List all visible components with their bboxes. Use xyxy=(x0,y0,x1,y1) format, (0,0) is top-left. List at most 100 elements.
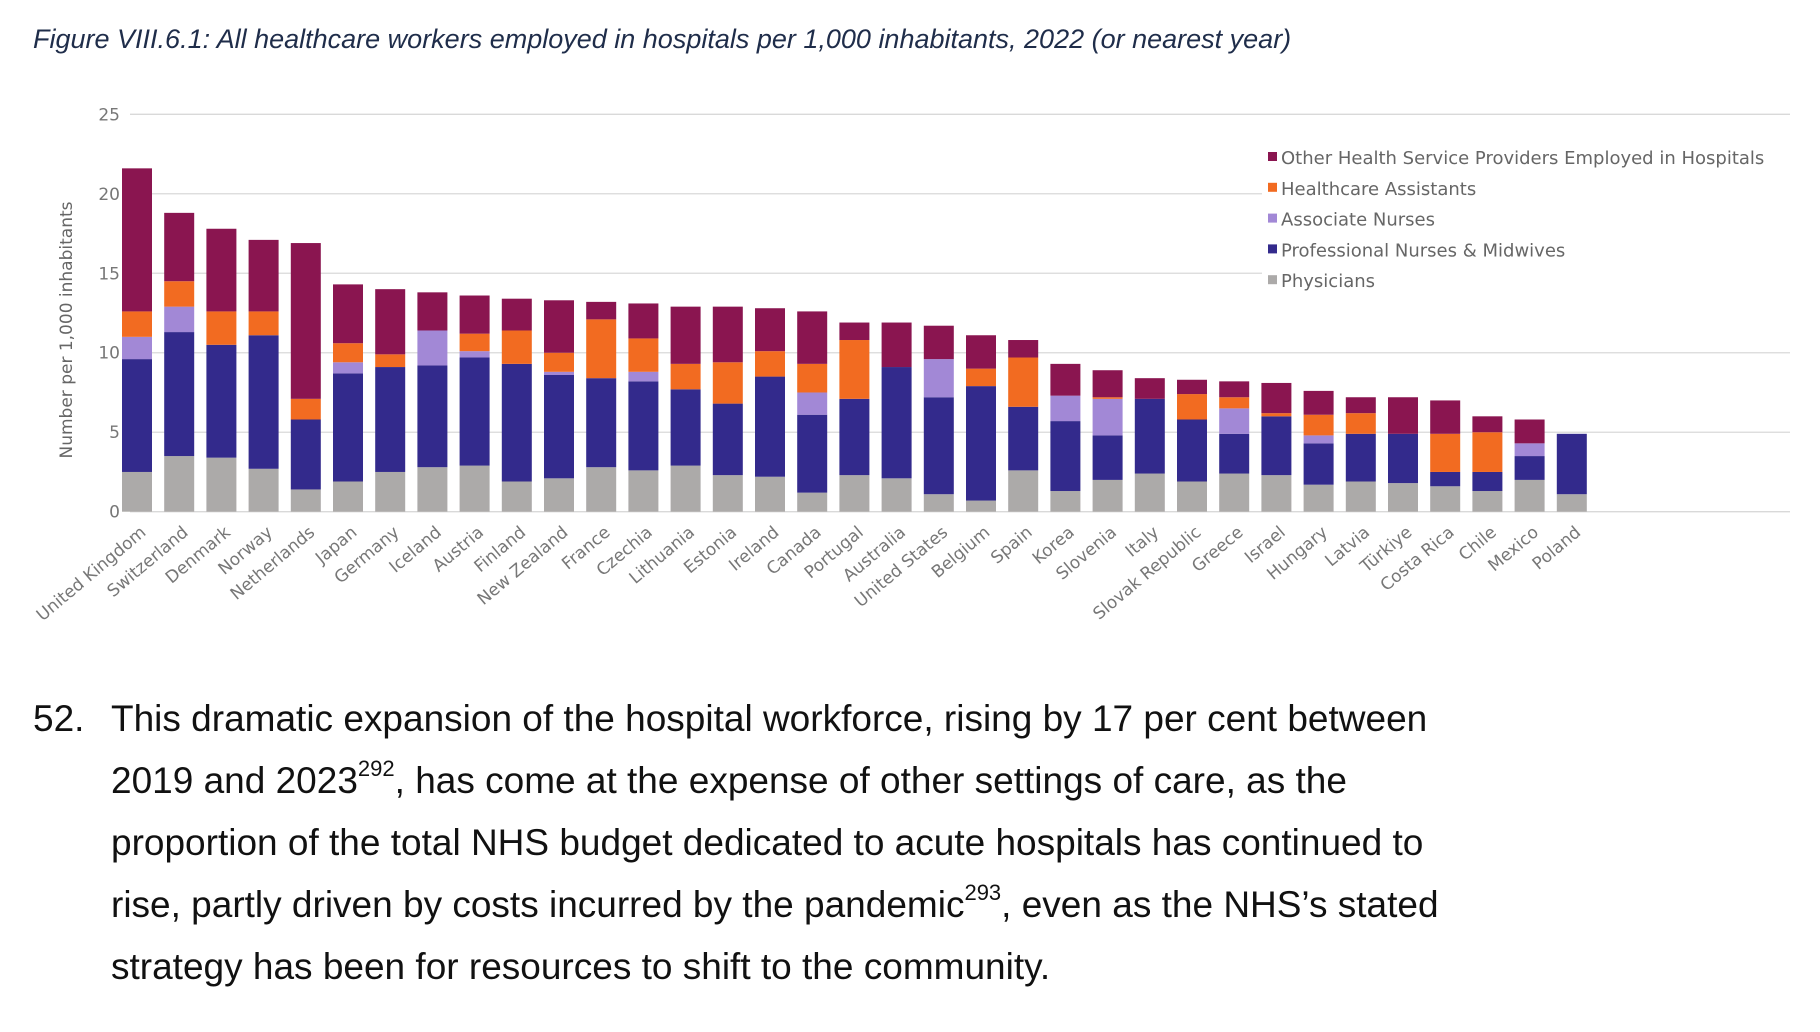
bar-segment-other-health-service-providers-employed-in-hospitals xyxy=(1261,382,1292,414)
bar-segment-other-health-service-providers-employed-in-hospitals xyxy=(122,168,152,312)
bar-segment-other-health-service-providers-employed-in-hospitals xyxy=(966,335,996,369)
paragraph-number: 52. xyxy=(33,698,85,739)
bar-segment-healthcare-assistants xyxy=(1345,413,1376,434)
line-text: This dramatic expansion of the hospital … xyxy=(111,698,1428,739)
y-tick-label: 10 xyxy=(98,344,120,364)
bar-segment-professional-nurses-midwives xyxy=(1008,406,1039,471)
bar-segment-other-health-service-providers-employed-in-hospitals xyxy=(248,239,279,312)
bar-segment-other-health-service-providers-employed-in-hospitals xyxy=(1008,340,1039,358)
bar-segment-other-health-service-providers-employed-in-hospitals xyxy=(333,284,363,344)
bar-segment-physicians xyxy=(417,467,448,512)
bar-segment-physicians xyxy=(1092,479,1123,512)
bar-segment-other-health-service-providers-employed-in-hospitals xyxy=(164,212,195,282)
bar-segment-healthcare-assistants xyxy=(501,330,532,364)
legend-label: Physicians xyxy=(1281,271,1375,292)
bar-segment-associate-nurses xyxy=(1219,408,1250,434)
line-text: strategy has been for resources to shift… xyxy=(111,946,1051,987)
bar-segment-healthcare-assistants xyxy=(1008,357,1039,407)
x-axis-labels: United KingdomSwitzerlandDenmarkNorwayNe… xyxy=(33,522,1585,625)
bar-segment-physicians xyxy=(1219,473,1250,512)
x-tick-label: Poland xyxy=(1529,523,1585,575)
legend: Other Health Service Providers Employed … xyxy=(1262,138,1802,296)
footnote-ref[interactable]: 292 xyxy=(357,756,395,781)
bar-segment-healthcare-assistants xyxy=(544,352,574,372)
bar-segment-associate-nurses xyxy=(1092,398,1123,436)
bar-segment-professional-nurses-midwives xyxy=(290,419,321,490)
bar-segment-professional-nurses-midwives xyxy=(164,332,195,457)
bar-segment-professional-nurses-midwives xyxy=(375,367,406,472)
legend-label: Associate Nurses xyxy=(1281,210,1435,231)
legend-label: Healthcare Assistants xyxy=(1281,179,1476,200)
bar-segment-healthcare-assistants xyxy=(1261,413,1292,417)
bar-segment-professional-nurses-midwives xyxy=(1134,398,1165,474)
bar-segment-other-health-service-providers-employed-in-hospitals xyxy=(544,300,574,353)
bar-segment-healthcare-assistants xyxy=(966,368,996,387)
bar-segment-professional-nurses-midwives xyxy=(417,365,448,468)
bar-segment-healthcare-assistants xyxy=(290,398,321,420)
bar-segment-physicians xyxy=(206,457,237,512)
bar-segment-associate-nurses xyxy=(1514,443,1545,457)
line-text: , has come at the expense of other setti… xyxy=(394,760,1347,801)
paragraph-line: rise, partly driven by costs incurred by… xyxy=(111,880,1439,926)
bar-segment-professional-nurses-midwives xyxy=(1177,419,1207,482)
bar-segment-healthcare-assistants xyxy=(1219,397,1250,409)
bar-segment-professional-nurses-midwives xyxy=(1219,433,1250,474)
bar-segment-professional-nurses-midwives xyxy=(122,359,152,472)
y-axis-label: Number per 1,000 inhabitants xyxy=(57,201,77,458)
bar-segment-associate-nurses xyxy=(923,359,954,398)
legend-background xyxy=(1262,138,1802,296)
bar-segment-other-health-service-providers-employed-in-hospitals xyxy=(1345,397,1376,414)
footnote-ref[interactable]: 293 xyxy=(964,880,1002,905)
bar-segment-physicians xyxy=(966,500,996,512)
y-tick-label: 20 xyxy=(98,185,120,205)
bar-segment-other-health-service-providers-employed-in-hospitals xyxy=(628,303,659,339)
bar-segment-associate-nurses xyxy=(797,392,828,415)
bar-segment-professional-nurses-midwives xyxy=(501,363,532,482)
y-axis-ticks: 0 5 10 15 20 25 xyxy=(98,105,120,522)
legend-swatch xyxy=(1268,182,1277,192)
bar-segment-healthcare-assistants xyxy=(755,351,785,377)
bar-segment-other-health-service-providers-employed-in-hospitals xyxy=(1134,378,1165,399)
legend-swatch xyxy=(1268,275,1277,285)
bar-segment-associate-nurses xyxy=(628,371,659,382)
bar-segment-professional-nurses-midwives xyxy=(923,397,954,495)
bar-segment-physicians xyxy=(797,492,828,512)
bar-segment-other-health-service-providers-employed-in-hospitals xyxy=(839,322,870,341)
legend-swatch xyxy=(1268,213,1277,223)
bar-segment-physicians xyxy=(333,481,363,512)
bar-segment-physicians xyxy=(1008,470,1039,512)
bar-segment-other-health-service-providers-employed-in-hospitals xyxy=(1050,363,1081,396)
bar-segment-healthcare-assistants xyxy=(1472,432,1503,472)
bar-segment-healthcare-assistants xyxy=(839,340,870,399)
paragraph-line: proportion of the total NHS budget dedic… xyxy=(111,822,1423,864)
y-tick-label: 15 xyxy=(98,264,120,284)
bar-segment-professional-nurses-midwives xyxy=(1472,471,1503,492)
legend-swatch xyxy=(1268,244,1277,254)
bar-segment-healthcare-assistants xyxy=(1092,397,1123,399)
bar-segment-physicians xyxy=(375,471,406,512)
gridlines xyxy=(130,113,1790,513)
bar-segment-associate-nurses xyxy=(417,330,448,366)
bar-segment-associate-nurses xyxy=(544,371,574,375)
bar-segment-other-health-service-providers-employed-in-hospitals xyxy=(417,292,448,331)
bar-segment-healthcare-assistants xyxy=(206,311,237,345)
bar-segment-professional-nurses-midwives xyxy=(333,373,363,482)
line-text: 2019 and 2023 xyxy=(111,760,358,801)
bar-segment-professional-nurses-midwives xyxy=(544,374,574,479)
bar-segment-physicians xyxy=(248,468,279,512)
bar-segment-professional-nurses-midwives xyxy=(1303,443,1334,485)
bar-segment-other-health-service-providers-employed-in-hospitals xyxy=(1177,379,1207,395)
bar-segment-professional-nurses-midwives xyxy=(755,376,785,477)
bar-segment-other-health-service-providers-employed-in-hospitals xyxy=(1472,416,1503,433)
bar-segment-physicians xyxy=(122,471,152,512)
bar-segment-physicians xyxy=(881,478,912,512)
bar-segment-other-health-service-providers-employed-in-hospitals xyxy=(797,311,828,364)
bar-segment-healthcare-assistants xyxy=(122,311,152,337)
bar-segment-other-health-service-providers-employed-in-hospitals xyxy=(290,243,321,399)
bar-segment-healthcare-assistants xyxy=(586,319,617,379)
bar-segment-associate-nurses xyxy=(459,351,490,358)
bar-segment-physicians xyxy=(1261,475,1292,512)
y-tick-label: 0 xyxy=(109,503,120,523)
bar-segment-professional-nurses-midwives xyxy=(459,357,490,466)
